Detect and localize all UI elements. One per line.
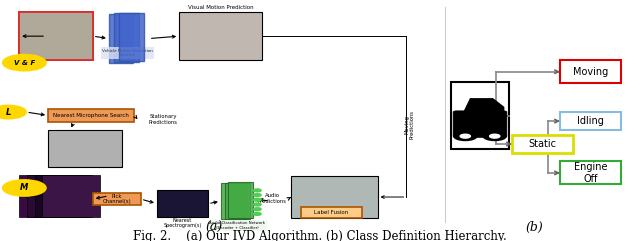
Circle shape bbox=[253, 208, 261, 211]
FancyBboxPatch shape bbox=[20, 12, 92, 18]
FancyBboxPatch shape bbox=[27, 175, 84, 217]
FancyBboxPatch shape bbox=[19, 12, 93, 60]
Text: Fig. 2.    (a) Our IVD Algorithm. (b) Class Definition Hierarchy.: Fig. 2. (a) Our IVD Algorithm. (b) Class… bbox=[133, 230, 507, 241]
FancyBboxPatch shape bbox=[20, 54, 92, 60]
FancyBboxPatch shape bbox=[179, 12, 262, 60]
FancyBboxPatch shape bbox=[560, 60, 621, 83]
Text: Moving: Moving bbox=[573, 67, 608, 77]
Circle shape bbox=[490, 134, 500, 138]
FancyBboxPatch shape bbox=[48, 109, 134, 122]
Text: Vehicle Motion Detection
Network: Vehicle Motion Detection Network bbox=[102, 49, 153, 57]
Text: Static: Static bbox=[529, 139, 556, 149]
FancyBboxPatch shape bbox=[20, 30, 92, 36]
FancyBboxPatch shape bbox=[20, 36, 92, 42]
Text: L: L bbox=[6, 107, 11, 117]
Circle shape bbox=[3, 180, 46, 196]
FancyBboxPatch shape bbox=[451, 82, 509, 149]
Circle shape bbox=[0, 105, 26, 119]
FancyBboxPatch shape bbox=[119, 13, 144, 61]
FancyBboxPatch shape bbox=[20, 42, 92, 48]
FancyBboxPatch shape bbox=[20, 48, 92, 54]
FancyBboxPatch shape bbox=[221, 183, 246, 219]
Circle shape bbox=[3, 54, 46, 71]
FancyBboxPatch shape bbox=[560, 112, 621, 130]
FancyBboxPatch shape bbox=[225, 183, 250, 219]
Circle shape bbox=[253, 213, 261, 215]
Text: Moving
Predictions: Moving Predictions bbox=[404, 110, 415, 139]
FancyBboxPatch shape bbox=[20, 24, 92, 30]
Text: M: M bbox=[20, 183, 29, 193]
FancyBboxPatch shape bbox=[20, 18, 92, 24]
Circle shape bbox=[253, 189, 261, 192]
FancyBboxPatch shape bbox=[453, 111, 507, 137]
FancyBboxPatch shape bbox=[19, 12, 93, 60]
FancyBboxPatch shape bbox=[228, 182, 253, 218]
FancyBboxPatch shape bbox=[93, 193, 141, 205]
Circle shape bbox=[460, 134, 470, 138]
FancyBboxPatch shape bbox=[109, 14, 134, 63]
Text: Nearest Microphone Search: Nearest Microphone Search bbox=[53, 113, 129, 118]
Text: Audio
Predictions: Audio Predictions bbox=[257, 194, 287, 204]
FancyBboxPatch shape bbox=[512, 135, 573, 153]
Text: Visual Motion Prediction: Visual Motion Prediction bbox=[188, 5, 253, 10]
Text: Engine
Off: Engine Off bbox=[573, 162, 607, 184]
Circle shape bbox=[483, 132, 506, 141]
FancyBboxPatch shape bbox=[291, 176, 378, 218]
Circle shape bbox=[454, 132, 477, 141]
Text: Audio Classification Network
(Encoder + Classifier): Audio Classification Network (Encoder + … bbox=[209, 221, 265, 230]
Text: (a): (a) bbox=[206, 221, 223, 234]
FancyBboxPatch shape bbox=[114, 13, 139, 62]
FancyBboxPatch shape bbox=[42, 175, 100, 217]
Circle shape bbox=[253, 198, 261, 201]
FancyBboxPatch shape bbox=[157, 190, 208, 217]
Circle shape bbox=[253, 194, 261, 197]
Polygon shape bbox=[464, 99, 504, 112]
FancyBboxPatch shape bbox=[35, 175, 92, 217]
FancyBboxPatch shape bbox=[560, 161, 621, 184]
Circle shape bbox=[253, 203, 261, 206]
Text: V & F: V & F bbox=[13, 60, 35, 66]
Text: Stationary
Predictions: Stationary Predictions bbox=[148, 114, 178, 125]
FancyBboxPatch shape bbox=[301, 207, 362, 218]
FancyBboxPatch shape bbox=[48, 130, 122, 167]
Text: (b): (b) bbox=[525, 221, 543, 234]
Text: Label Fusion: Label Fusion bbox=[314, 210, 348, 215]
FancyBboxPatch shape bbox=[19, 175, 77, 217]
Text: Pick
Channel(s): Pick Channel(s) bbox=[102, 194, 131, 204]
Text: Idling: Idling bbox=[577, 116, 604, 126]
Text: Nearest
Spectrogram(s): Nearest Spectrogram(s) bbox=[163, 218, 202, 228]
